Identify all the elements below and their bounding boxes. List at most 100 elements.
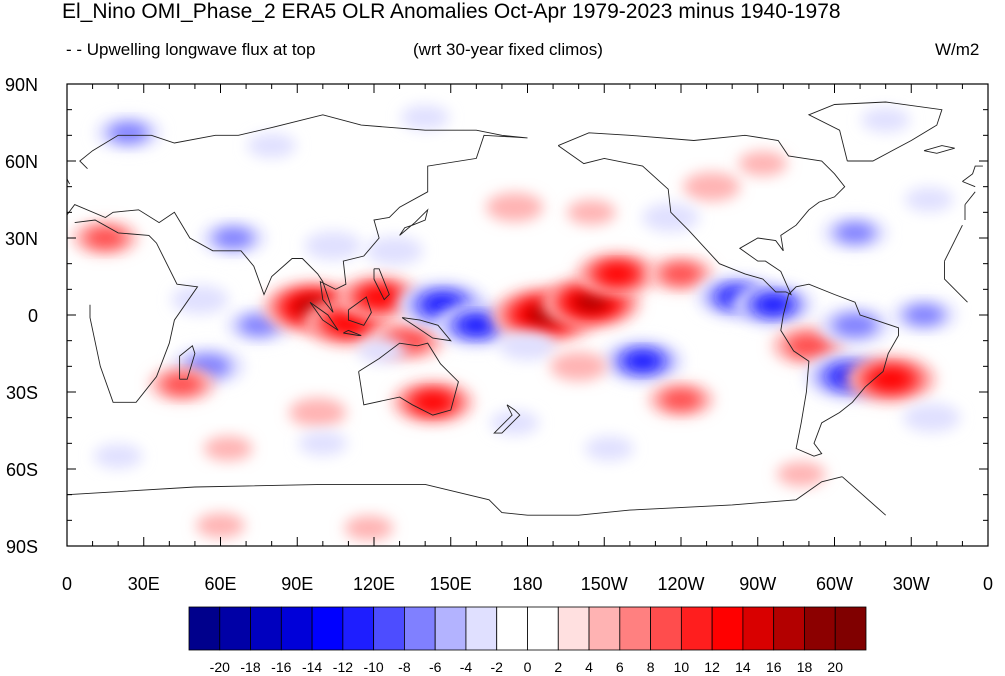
lon-label: 60E [204, 574, 236, 594]
anomaly-blob-47 [203, 436, 253, 461]
latitude-labels: 90N 60N 30N 0 30S 60S 90S [5, 75, 38, 557]
anomaly-blob-40 [289, 397, 347, 428]
variable-label: - - Upwelling longwave flux at top [66, 40, 316, 59]
coastline-1-2 [964, 191, 976, 205]
colorbar-label: 12 [704, 659, 720, 675]
coastline-14-0 [373, 268, 390, 301]
lat-label: 90S [6, 537, 38, 557]
anomaly-blob-32 [832, 313, 878, 337]
colorbar-boxes [188, 606, 867, 651]
anomaly-blob-44 [490, 410, 540, 436]
anomaly-blob-12 [213, 227, 254, 249]
colorbar-box [588, 606, 621, 651]
colorbar-box [804, 606, 836, 651]
colorbar-label: 14 [735, 659, 751, 675]
colorbar-label: -20 [210, 659, 230, 675]
anomaly-blob-6 [486, 192, 544, 222]
map-title: El_Nino OMI_Phase_2 ERA5 OLR Anomalies O… [62, 0, 841, 23]
lon-label: 0 [983, 574, 993, 594]
colorbar-box [496, 606, 528, 651]
anomaly-blob-46 [298, 430, 348, 456]
lat-label: 90N [5, 75, 38, 95]
anomaly-blob-33 [903, 304, 945, 326]
coastlines [67, 101, 983, 516]
colorbar-label: 20 [827, 659, 843, 675]
anomaly-blob-16 [238, 314, 280, 336]
climatology-note: (wrt 30-year fixed climos) [413, 40, 603, 59]
colorbar-box [773, 606, 805, 651]
anomaly-field [72, 104, 961, 541]
lat-label: 30S [6, 383, 38, 403]
coastline-0-2 [944, 261, 968, 303]
colorbar-box [434, 606, 467, 651]
longitude-labels: 0 30E 60E 90E 120E 150E 180 150W 120W 90W 60W 30W 0 [62, 574, 993, 594]
units-label: W/m2 [935, 40, 980, 59]
coastline-3-0 [557, 132, 846, 296]
colorbar-box [650, 606, 682, 651]
colorbar-box [465, 606, 498, 651]
coastline-16-0 [841, 476, 886, 516]
anomaly-blob-4 [683, 172, 741, 202]
colorbar-label: -10 [363, 659, 383, 675]
anomaly-blob-21 [357, 338, 407, 364]
colorbar-label: 8 [647, 659, 655, 675]
anomaly-blob-31 [786, 334, 832, 358]
anomaly-blob-30 [754, 295, 792, 315]
lon-label: 30W [893, 574, 930, 594]
lon-label: 0 [62, 574, 72, 594]
colorbar-box [342, 606, 375, 651]
anomaly-blob-45 [584, 436, 634, 461]
anomaly-blob-42 [161, 374, 203, 395]
anomaly-blob-18 [328, 312, 369, 334]
colorbar-box [280, 606, 313, 651]
colorbar-box [834, 606, 867, 651]
colorbar-label: -18 [240, 659, 260, 675]
colorbar-label: -16 [271, 659, 291, 675]
colorbar-label: 0 [524, 659, 532, 675]
anomaly-blob-15 [171, 285, 229, 315]
colorbar-label: 2 [554, 659, 562, 675]
coastline-12-0 [493, 404, 521, 434]
colorbar-box [619, 606, 651, 651]
colorbar-label: 16 [766, 659, 782, 675]
coastline-16-1 [67, 483, 528, 516]
anomaly-blob-2 [400, 104, 450, 130]
colorbar-label: 4 [585, 659, 593, 675]
lon-label: 90E [281, 574, 313, 594]
lon-label: 60W [816, 574, 853, 594]
coastline-8-0 [347, 296, 372, 326]
anomaly-blob-5 [738, 151, 788, 176]
lat-label: 0 [28, 306, 38, 326]
coastline-15-0 [923, 145, 955, 154]
coastline-10-0 [179, 345, 196, 380]
colorbar-box [188, 606, 221, 651]
anomaly-blob-7 [567, 199, 616, 225]
lon-label: 150E [430, 574, 472, 594]
anomaly-blob-1 [247, 133, 297, 159]
anomaly-blob-51 [344, 515, 394, 541]
colorbar-box [557, 606, 590, 651]
coastline-0-0 [944, 224, 963, 262]
colorbar-label: 18 [797, 659, 813, 675]
anomaly-blob-11 [85, 227, 126, 249]
coastline-11-0 [399, 208, 429, 236]
anomaly-blob-14 [365, 236, 424, 266]
plot-area: 90N 60N 30N 0 30S 60S 90S 0 30E 60E 90E 120E 150E 18… [5, 75, 993, 594]
coastline-1-1 [67, 114, 528, 313]
anomaly-blob-23 [458, 315, 495, 335]
colorbar-box [680, 606, 713, 651]
anomaly-blob-10 [904, 187, 954, 212]
anomaly-blob-13 [304, 231, 362, 261]
lon-label: 30E [128, 574, 160, 594]
colorbar-label: -14 [302, 659, 322, 675]
colorbar-box [373, 606, 405, 651]
anomaly-blob-26 [598, 264, 636, 284]
anomaly-blob-37 [498, 331, 557, 361]
coastline-0-1 [74, 219, 199, 403]
anomaly-blob-49 [776, 461, 826, 487]
anomaly-blob-28 [660, 263, 702, 285]
colorbar-label: -6 [429, 659, 442, 675]
anomaly-blob-39 [414, 392, 452, 412]
coastline-13-0 [962, 165, 983, 182]
